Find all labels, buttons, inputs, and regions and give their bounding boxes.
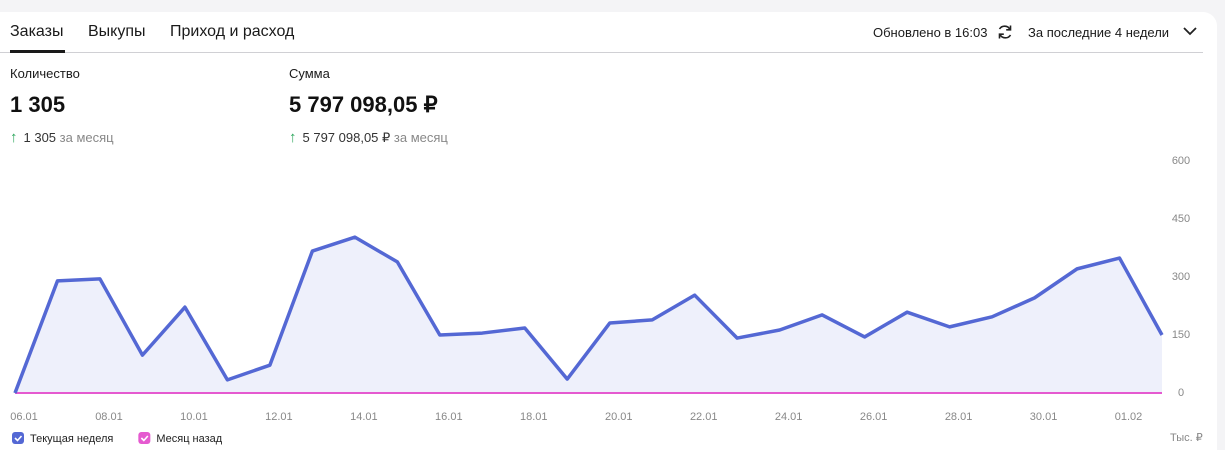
x-tick-label: 12.01 bbox=[265, 411, 293, 423]
x-tick-label: 26.01 bbox=[860, 411, 888, 423]
x-tick-label: 01.02 bbox=[1115, 411, 1143, 423]
tab[interactable]: Заказы bbox=[10, 23, 64, 40]
updated-label: Обновлено в 16:03 bbox=[873, 25, 988, 40]
metric-label: Количество bbox=[10, 66, 80, 81]
metric-value: 5 797 098,05 ₽ bbox=[289, 92, 438, 117]
x-tick-label: 06.01 bbox=[10, 411, 38, 423]
legend-checkbox bbox=[12, 432, 24, 444]
tab[interactable]: Приход и расход bbox=[170, 23, 295, 40]
y-tick-label: 300 bbox=[1172, 271, 1190, 283]
period-select[interactable]: За последние 4 недели bbox=[1028, 25, 1170, 40]
x-tick-label: 24.01 bbox=[775, 411, 803, 423]
x-tick-label: 30.01 bbox=[1030, 411, 1058, 423]
refresh-icon[interactable] bbox=[996, 23, 1014, 41]
change-note: за месяц bbox=[393, 130, 448, 145]
y-unit: Тыс. ₽ bbox=[1170, 432, 1203, 444]
x-tick-label: 14.01 bbox=[350, 411, 378, 423]
legend-label: Текущая неделя bbox=[30, 433, 113, 445]
y-tick-label: 0 bbox=[1178, 387, 1184, 399]
legend-item[interactable]: Текущая неделя bbox=[12, 432, 113, 445]
legend-item[interactable]: Месяц назад bbox=[138, 432, 223, 445]
y-tick-label: 450 bbox=[1172, 213, 1190, 225]
legend-check bbox=[140, 435, 149, 442]
metric-value: 1 305 bbox=[10, 92, 66, 117]
x-tick-label: 18.01 bbox=[520, 411, 548, 423]
chevron-icon[interactable] bbox=[1182, 25, 1198, 37]
metric-change: ↑ 1 305 за месяц bbox=[10, 129, 114, 146]
legend-label: Месяц назад bbox=[156, 433, 222, 445]
x-tick-label: 28.01 bbox=[945, 411, 973, 423]
x-tick-label: 20.01 bbox=[605, 411, 633, 423]
legend-check bbox=[14, 435, 23, 442]
metric-change: ↑ 5 797 098,05 ₽ за месяц bbox=[289, 129, 448, 146]
tab-divider bbox=[0, 52, 1203, 53]
y-tick-label: 150 bbox=[1172, 329, 1190, 341]
active-tab-underline bbox=[10, 50, 65, 53]
change-note: за месяц bbox=[59, 130, 114, 145]
x-tick-label: 22.01 bbox=[690, 411, 718, 423]
change-value: 5 797 098,05 ₽ bbox=[302, 130, 391, 145]
y-tick-label: 600 bbox=[1172, 155, 1190, 167]
legend-checkbox bbox=[138, 432, 151, 444]
x-tick-label: 16.01 bbox=[435, 411, 463, 423]
line bbox=[13, 235, 1164, 394]
metric-label: Сумма bbox=[289, 66, 330, 81]
area bbox=[15, 237, 1162, 393]
change-value: 1 305 bbox=[23, 130, 57, 145]
x-tick-label: 10.01 bbox=[180, 411, 208, 423]
x-tick-label: 08.01 bbox=[95, 411, 123, 423]
tab[interactable]: Выкупы bbox=[88, 23, 146, 40]
